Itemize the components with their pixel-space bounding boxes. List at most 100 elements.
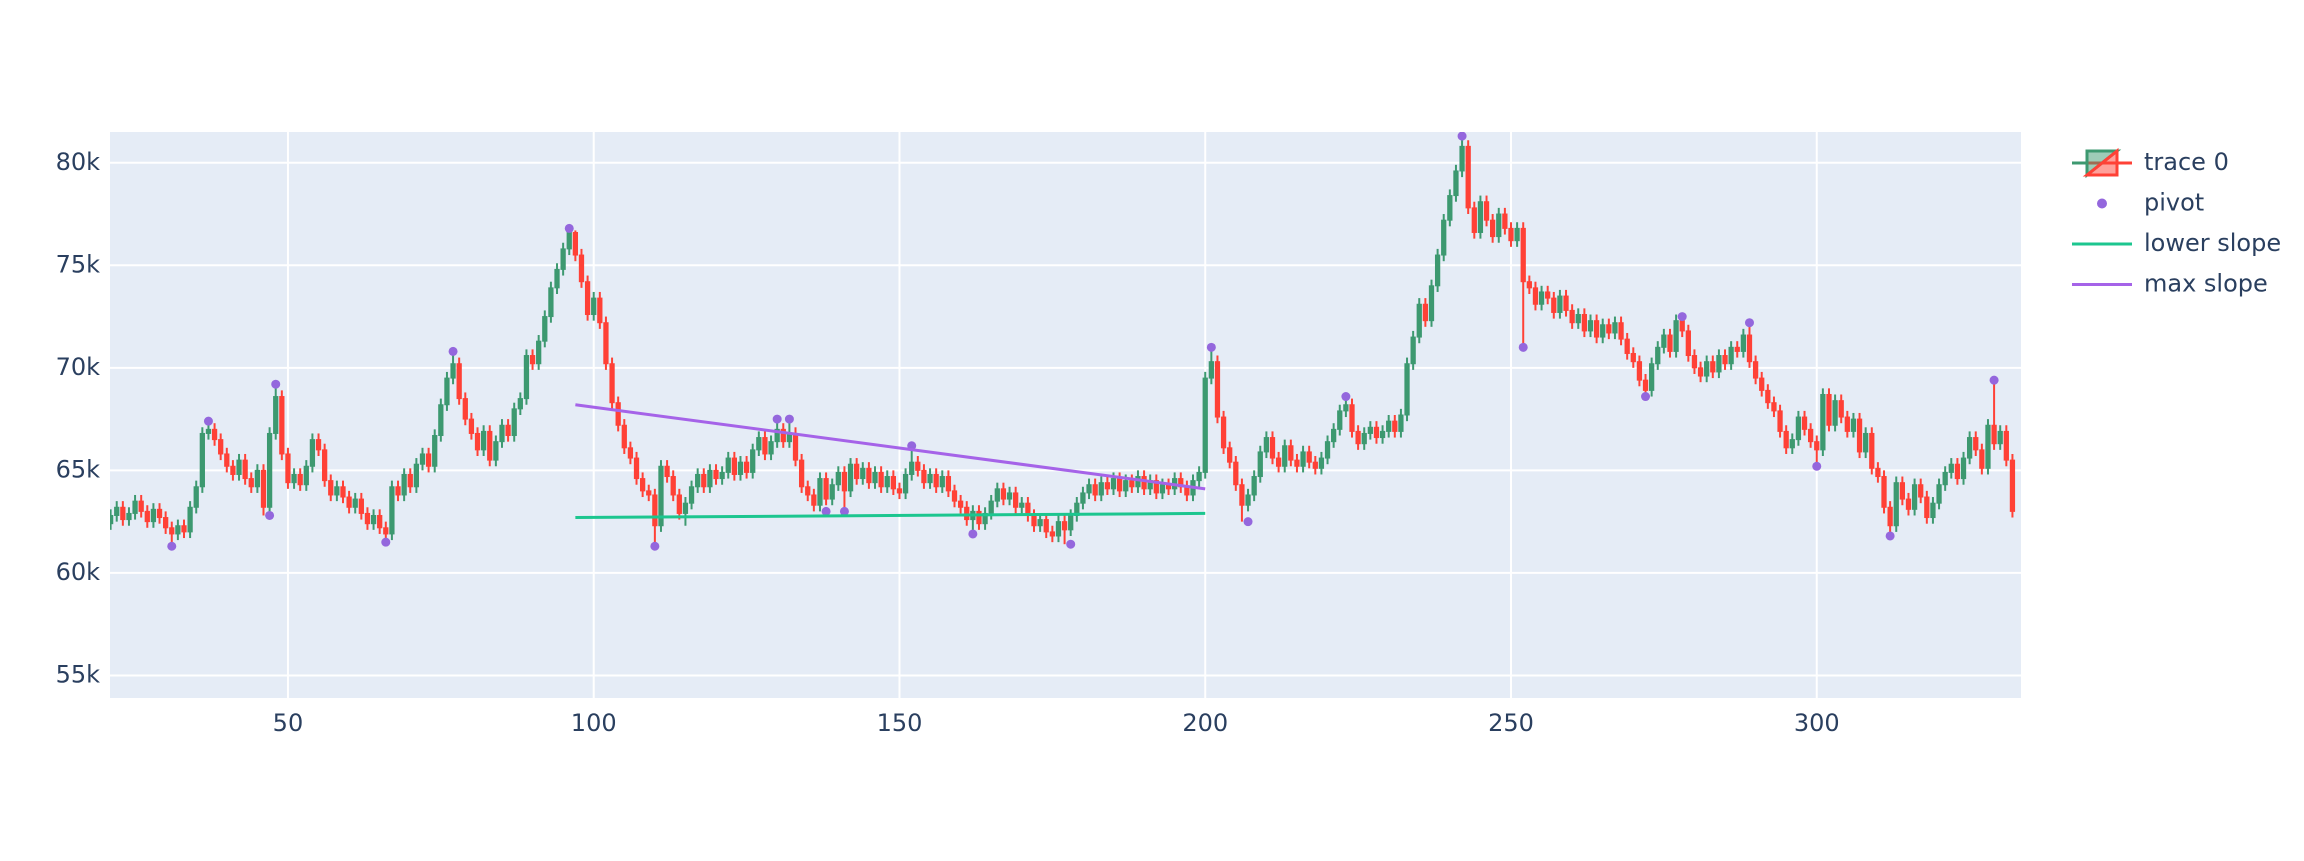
candle-body [1055,521,1062,537]
candle-body [1502,213,1508,229]
candle-body [1691,355,1698,369]
candle-body [407,473,413,488]
candle-body [438,404,444,437]
candle-body [909,461,915,475]
candle-body [560,248,566,270]
candle-body [1869,432,1875,469]
candle-body [1881,476,1887,508]
candle-body [1893,482,1899,527]
candle-body [1911,484,1918,510]
candle-body [395,486,401,496]
candle-body [487,430,493,461]
candle-body [762,437,768,455]
candle-body [236,459,242,475]
candle-body [957,500,964,508]
candle-body [1875,467,1881,478]
candle-body [230,465,236,475]
candle-body [1807,428,1814,443]
candle-body [817,478,823,506]
candle-body [676,494,682,514]
pivot-point [839,506,849,516]
candle-body [493,441,499,461]
legend-label[interactable]: pivot [2144,189,2204,217]
candle-body [138,500,144,512]
candle-body [1459,145,1465,172]
pivot-point [203,416,213,426]
candle-body [1006,492,1013,500]
pivot-point [448,346,458,356]
candle-body [1392,420,1398,432]
candle-body [1526,281,1532,289]
candle-body [1349,404,1355,432]
candle-body [670,476,676,496]
candle-body [1661,334,1667,348]
candle-body [945,476,952,492]
candle-body [419,453,426,465]
legend-icon [2082,147,2119,177]
candle-body [291,473,297,484]
candle-body [254,469,261,488]
candle-body [1049,531,1055,537]
candle-body [1061,521,1068,531]
candle-body [548,287,554,318]
candle-body [633,457,640,480]
candle-body [829,484,835,500]
candle-body [1642,379,1649,391]
candle-body [768,441,774,455]
candle-body [1704,361,1710,377]
legend-label[interactable]: trace 0 [2144,148,2229,176]
candle-body [1783,430,1789,449]
candle-body [1361,432,1367,445]
candle-body [603,322,609,365]
candle-body [964,506,970,521]
legend-label[interactable]: max slope [2144,270,2268,298]
candle-body [890,476,896,490]
pivot-point [1677,312,1687,322]
candle-body [432,435,438,467]
candle-body [1887,506,1893,527]
legend[interactable]: trace 0 pivot lower slope max slope [2072,147,2281,298]
candle-body [1013,492,1019,508]
candle-body [156,508,163,519]
candle-body [322,449,328,482]
candle-body [309,439,316,467]
pivot-point [265,510,275,520]
candle-body [536,340,542,365]
candle-body [1092,484,1098,496]
legend-label[interactable]: lower slope [2144,229,2281,257]
candle-body [2003,430,2009,461]
candle-body [835,471,841,486]
candle-body [260,469,267,508]
candle-body [1465,145,1471,209]
candle-body [578,254,585,283]
candle-body [713,469,719,480]
candle-body [1220,416,1227,449]
candle-body [866,467,872,484]
candle-body [1428,285,1435,322]
candle-body [1930,502,1936,519]
candle-body [1850,418,1857,432]
candle-body [1404,363,1410,416]
candle-body [1520,227,1526,283]
candle-body [725,457,731,473]
candle-body [780,428,786,443]
candle-body [1655,346,1661,365]
candle-body [1355,430,1361,445]
candle-body [523,355,530,400]
candle-body [1624,338,1630,354]
candle-body [1434,254,1441,287]
candle-body [621,424,627,449]
candle-body [1740,334,1747,352]
candle-body [1153,480,1159,494]
candle-body [1991,424,1997,445]
candle-body [377,514,383,529]
candle-body [1863,432,1869,453]
candle-body [1924,496,1930,519]
candle-body [425,453,432,467]
pivot-point [1989,375,1999,385]
candle-body [334,486,340,496]
candle-body [1606,324,1612,334]
candle-body [285,453,291,484]
candle-body [450,363,456,379]
candle-body [572,231,579,256]
